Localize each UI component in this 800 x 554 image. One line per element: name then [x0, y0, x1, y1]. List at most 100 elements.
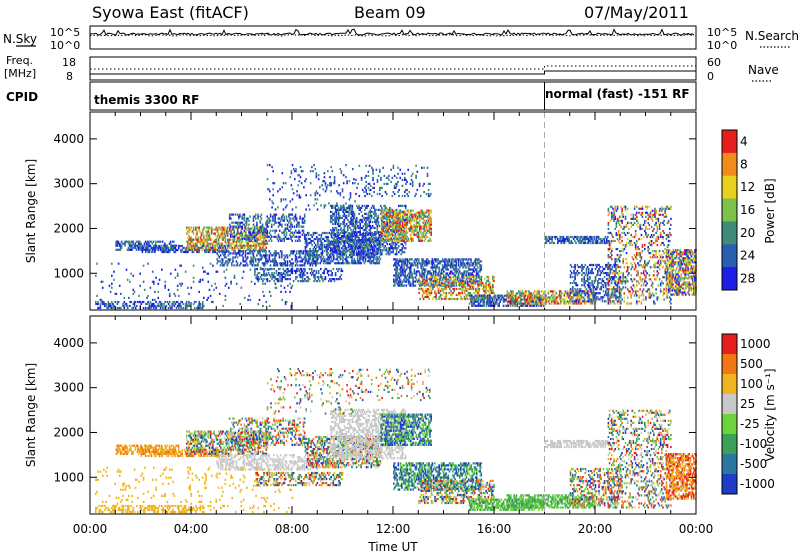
heatmap-cell: [452, 266, 454, 269]
heatmap-cell: [409, 235, 412, 238]
heatmap-cell: [439, 295, 442, 299]
heatmap-cell: [533, 304, 536, 307]
heatmap-cell: [350, 233, 352, 236]
heatmap-cell: [336, 245, 339, 248]
heatmap-cell: [351, 239, 353, 243]
heatmap-cell: [251, 264, 254, 267]
heatmap-cell: [453, 284, 455, 287]
heatmap-cell: [419, 217, 421, 220]
heatmap-cell: [245, 219, 248, 222]
heatmap-cell: [450, 285, 452, 288]
heatmap-cell: [329, 247, 332, 250]
heatmap-cell: [266, 258, 268, 261]
heatmap-cell: [336, 222, 339, 226]
heatmap-cell: [345, 216, 348, 220]
heatmap-cell: [188, 228, 190, 231]
heatmap-cell: [386, 235, 388, 238]
heatmap-cell: [522, 298, 525, 301]
heatmap-cell: [388, 215, 390, 218]
heatmap-cell: [268, 267, 271, 271]
heatmap-cell: [149, 304, 152, 308]
heatmap-cell: [298, 269, 300, 273]
heatmap-cell: [248, 227, 250, 230]
heatmap-cell: [422, 233, 424, 236]
heatmap-cell: [346, 235, 349, 238]
heatmap-cell: [353, 231, 356, 234]
heatmap-cell: [423, 278, 426, 281]
heatmap-cell: [370, 235, 373, 238]
heatmap-cell: [519, 292, 521, 295]
heatmap-cell: [519, 302, 522, 305]
heatmap-cell: [212, 244, 214, 247]
heatmap-cell: [469, 268, 471, 271]
heatmap-cell: [251, 250, 254, 253]
heatmap-cell: [335, 229, 338, 232]
heatmap-cell: [421, 233, 423, 236]
heatmap-cell: [312, 250, 315, 253]
heatmap-cell: [378, 262, 381, 265]
heatmap-cell: [303, 213, 306, 216]
heatmap-cell: [252, 254, 255, 257]
heatmap-cell: [273, 219, 275, 222]
heatmap-cell: [225, 242, 228, 245]
heatmap-cell: [436, 279, 438, 282]
heatmap-cell: [273, 280, 275, 283]
heatmap-cell: [468, 287, 470, 291]
heatmap-cell: [429, 281, 432, 284]
heatmap-cell: [397, 276, 400, 279]
heatmap-cell: [273, 272, 275, 275]
heatmap-cell: [171, 244, 173, 248]
heatmap-cell: [539, 298, 541, 301]
heatmap-cell: [361, 220, 364, 224]
heatmap-cell: [435, 270, 437, 273]
heatmap-cell: [351, 222, 354, 226]
heatmap-cell: [216, 258, 218, 261]
heatmap-cell: [420, 227, 422, 230]
heatmap-cell: [345, 237, 348, 240]
heatmap-cell: [334, 235, 336, 238]
heatmap-cell: [219, 264, 222, 267]
heatmap-cell: [247, 234, 249, 237]
heatmap-cell: [405, 231, 407, 234]
heatmap-cell: [142, 244, 145, 248]
heatmap-cell: [340, 274, 343, 277]
heatmap-cell: [333, 229, 335, 232]
heatmap-cell: [452, 275, 454, 278]
heatmap-cell: [447, 291, 450, 295]
heatmap-cell: [250, 250, 252, 253]
heatmap-cell: [375, 237, 377, 240]
heatmap-cell: [285, 227, 288, 230]
heatmap-cell: [465, 262, 468, 265]
heatmap-cell: [254, 264, 257, 267]
heatmap-cell: [396, 239, 398, 242]
heatmap-cell: [192, 232, 195, 235]
heatmap-cell: [196, 250, 198, 254]
heatmap-cell: [421, 209, 423, 212]
heatmap-cell: [368, 229, 371, 232]
heatmap-cell: [208, 242, 211, 245]
heatmap-cell: [153, 304, 155, 308]
heatmap-cell: [489, 285, 492, 288]
heatmap-cell: [446, 266, 448, 269]
heatmap-cell: [225, 228, 228, 231]
heatmap-cell: [323, 250, 326, 253]
heatmap-cell: [431, 287, 434, 291]
heatmap-cell: [198, 250, 200, 254]
heatmap-cell: [334, 226, 336, 230]
heatmap-cell: [345, 235, 348, 238]
heatmap-cell: [241, 227, 243, 230]
nsearch-trace: [89, 33, 695, 37]
heatmap-cell: [435, 295, 437, 299]
heatmap-cell: [331, 248, 334, 251]
heatmap-cell: [346, 224, 349, 228]
heatmap-cell: [422, 260, 425, 263]
heatmap-cell: [533, 298, 536, 301]
heatmap-cell: [295, 278, 297, 281]
heatmap-cell: [327, 252, 329, 255]
heatmap-cell: [408, 274, 411, 277]
heatmap-cell: [438, 260, 440, 263]
heatmap-cell: [454, 270, 456, 273]
heatmap-cell: [402, 260, 404, 263]
heatmap-cell: [262, 254, 265, 257]
heatmap-cell: [199, 304, 202, 308]
